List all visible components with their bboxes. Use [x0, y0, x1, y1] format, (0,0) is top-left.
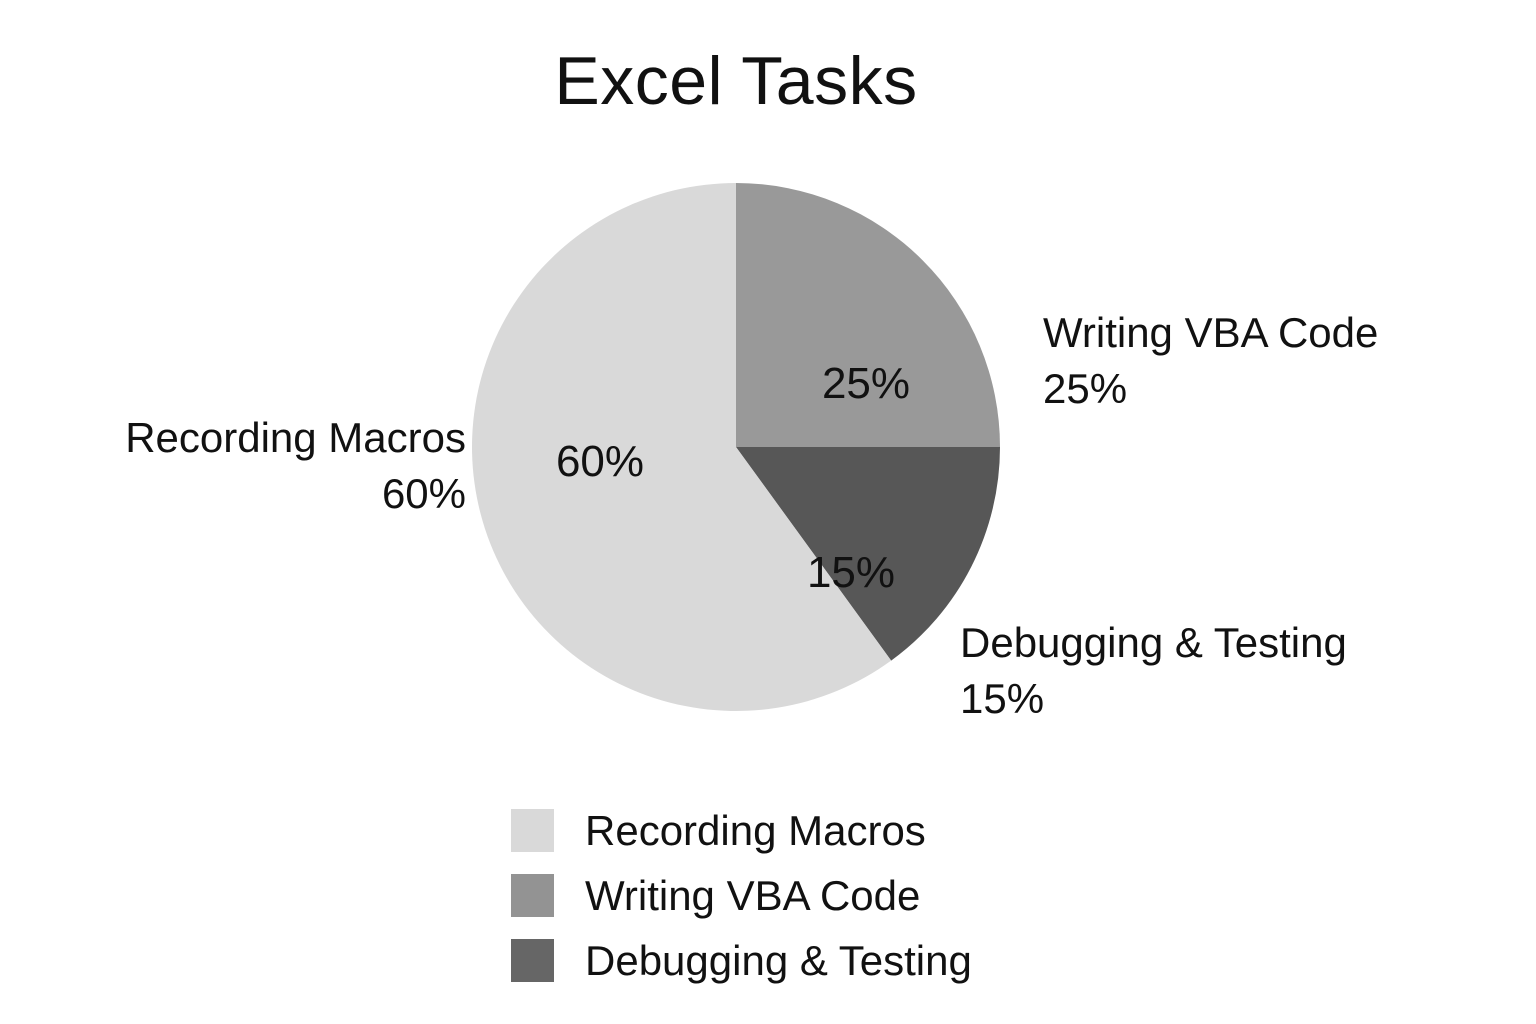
legend-item-writing-vba-code: Writing VBA Code [511, 863, 972, 928]
legend-label: Writing VBA Code [585, 871, 921, 919]
outer-label-name: Recording Macros [125, 414, 466, 461]
outer-label-recording-macros: Recording Macros 60% [125, 410, 466, 522]
pie-slice-debugging-testing [736, 447, 1000, 661]
legend: Recording Macros Writing VBA Code Debugg… [511, 798, 972, 993]
legend-item-recording-macros: Recording Macros [511, 798, 972, 863]
outer-label-percent: 15% [960, 675, 1045, 722]
outer-label-name: Writing VBA Code [1043, 309, 1379, 356]
legend-swatch [511, 809, 554, 852]
outer-label-percent: 60% [381, 470, 466, 517]
outer-label-writing-vba-code: Writing VBA Code 25% [1043, 305, 1378, 417]
pie-slice-recording-macros [472, 183, 892, 711]
outer-label-name: Debugging & Testing [960, 619, 1347, 666]
slice-value-label-recording-macros: 60% [555, 437, 645, 486]
legend-swatch [511, 939, 554, 982]
legend-label: Debugging & Testing [585, 936, 972, 984]
pie-slice-writing-vba-code [736, 183, 1000, 447]
legend-label: Recording Macros [585, 806, 926, 854]
slice-value-label-debugging-testing: 15% [806, 548, 896, 597]
legend-item-debugging-testing: Debugging & Testing [511, 928, 972, 993]
slice-value-label-writing-vba-code: 25% [821, 359, 911, 408]
outer-label-debugging-testing: Debugging & Testing 15% [960, 615, 1347, 727]
chart-title: Excel Tasks [554, 43, 918, 119]
outer-label-percent: 25% [1043, 365, 1128, 412]
legend-swatch [511, 874, 554, 917]
